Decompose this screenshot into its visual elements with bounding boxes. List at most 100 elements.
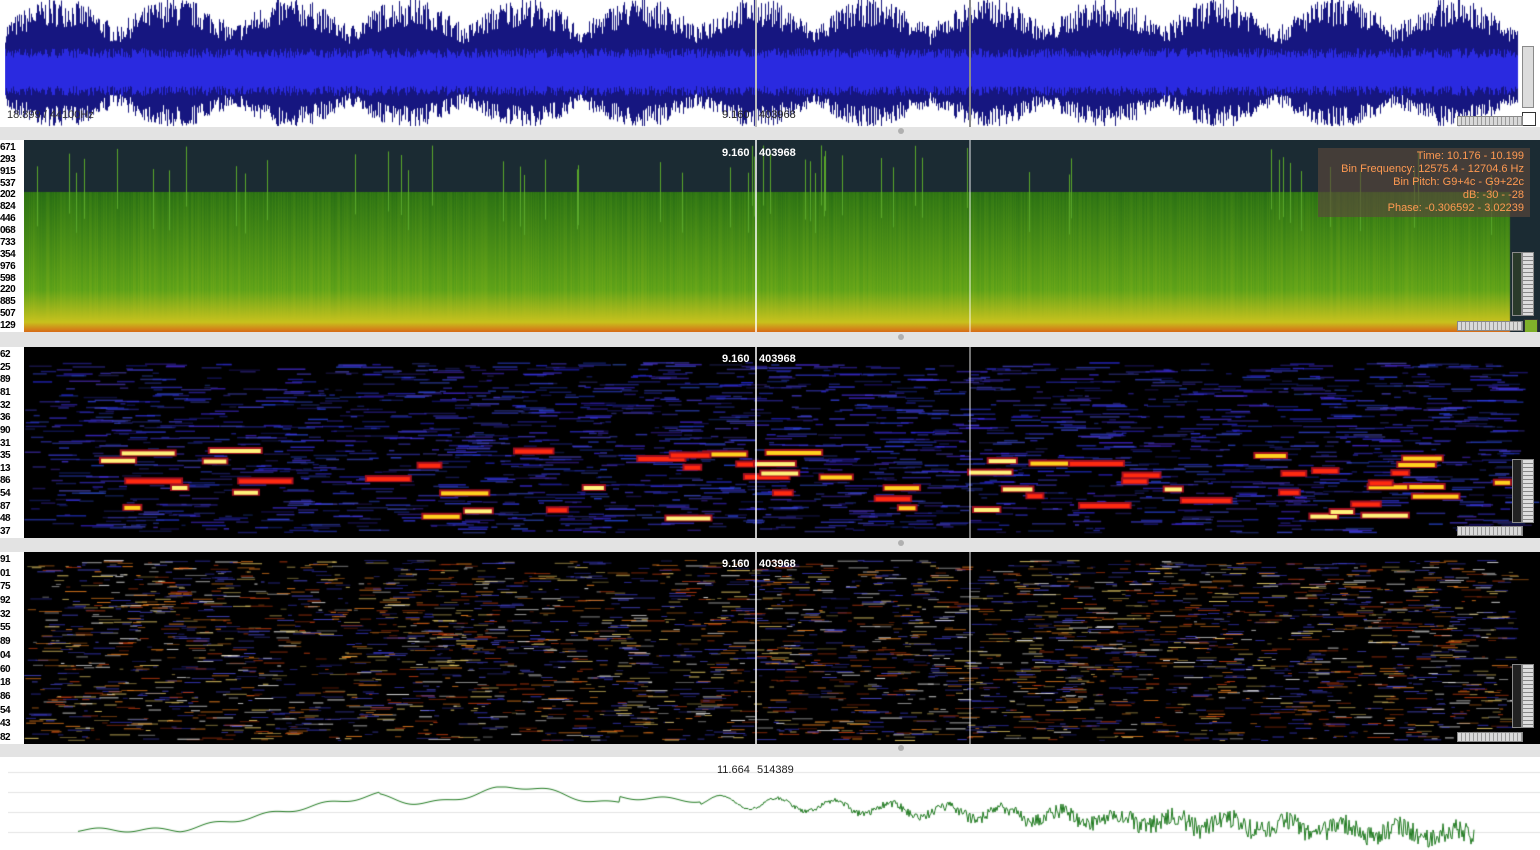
ruler-tick: 068 (0, 225, 16, 237)
waveform-pane[interactable]: 18.899 / 44100Hz 9.160 403968 (0, 0, 1540, 127)
playback-cursor (755, 347, 757, 538)
ruler-tick: 62 (0, 349, 11, 360)
ruler-tick: 36 (0, 412, 11, 424)
ruler-tick: 35 (0, 450, 11, 462)
ruler-tick: 885 (0, 296, 16, 308)
horizontal-zoom-thumbwheel[interactable] (1457, 321, 1523, 331)
ruler-tick: 48 (0, 513, 11, 525)
info-phase: Phase: -0.306592 - 3.02239 (1387, 202, 1524, 214)
horizontal-zoom-thumbwheel[interactable] (1457, 732, 1523, 742)
gain-thumbwheel[interactable] (1522, 252, 1534, 316)
zoom-reset-button[interactable] (1522, 112, 1536, 126)
selection-cursor (969, 552, 971, 744)
info-bin-frequency: Bin Frequency: 12575.4 - 12704.6 Hz (1341, 163, 1524, 175)
splitter-handle[interactable] (898, 745, 904, 751)
ruler-tick: 733 (0, 236, 16, 248)
ruler-tick: 537 (0, 177, 16, 189)
colour-scheme-button[interactable] (1524, 319, 1538, 332)
sample-rate-label: 18.899 / 44100Hz (7, 109, 94, 121)
melodic-spectrogram-canvas[interactable] (0, 347, 1540, 538)
peak-frequency-spectrogram-canvas[interactable] (0, 552, 1540, 744)
ruler-tick: 04 (0, 649, 11, 661)
measurement-info-box: Time: 10.176 - 10.199 Bin Frequency: 125… (1318, 148, 1530, 217)
ruler-tick: 32 (0, 608, 11, 620)
gain-thumbwheel[interactable] (1522, 664, 1534, 728)
ruler-tick: 60 (0, 663, 11, 675)
ruler-tick: 25 (0, 361, 11, 373)
spectrogram-canvas-1[interactable] (0, 140, 1540, 332)
cursor-time: 11.664 (717, 764, 750, 776)
ruler-tick: 43 (0, 718, 11, 730)
ruler-tick: 89 (0, 374, 11, 386)
cursor-frame: 403968 (759, 558, 796, 570)
vertical-zoom-slider[interactable] (1522, 46, 1534, 108)
ruler-tick: 82 (0, 732, 11, 743)
ruler-tick: 92 (0, 595, 11, 607)
gain-thumbwheel[interactable] (1522, 459, 1534, 523)
ruler-tick: 54 (0, 704, 11, 716)
cursor-frame: 403968 (759, 109, 796, 121)
ruler-tick: 220 (0, 284, 16, 296)
frequency-ruler-1: 671 293 915 537 202 824 446 068 733 354 976 598 220 8… (0, 140, 24, 332)
ruler-tick: 202 (0, 189, 16, 201)
ruler-tick: 824 (0, 201, 16, 213)
ruler-tick: 507 (0, 308, 16, 320)
ruler-tick: 87 (0, 500, 11, 512)
info-time: Time: 10.176 - 10.199 (1416, 150, 1524, 162)
ruler-tick: 81 (0, 386, 11, 398)
selection-cursor (969, 0, 971, 127)
spectrogram-pane-3[interactable]: 91 01 75 92 32 55 89 04 60 18 86 54 43 82 9.160 40396… (0, 552, 1540, 744)
ruler-tick: 354 (0, 248, 16, 260)
spectrum-ruler (0, 757, 8, 850)
playback-cursor (755, 0, 757, 127)
ruler-tick: 32 (0, 399, 11, 411)
ruler-tick: 129 (0, 320, 16, 331)
cursor-frame: 403968 (759, 353, 796, 365)
cursor-frame: 514389 (757, 764, 794, 776)
splitter-handle[interactable] (898, 334, 904, 340)
ruler-tick: 671 (0, 142, 16, 153)
info-db: dB: -30 - -28 (1462, 189, 1524, 201)
cursor-frame: 403968 (759, 147, 796, 159)
cursor-time: 9.160 (722, 558, 750, 570)
cursor-time: 9.160 (722, 147, 750, 159)
ruler-tick: 89 (0, 636, 11, 648)
selection-cursor (969, 347, 971, 538)
spectrum-pane[interactable]: 11.664 514389 (0, 757, 1540, 850)
vertical-zoom-slider[interactable] (1512, 252, 1522, 316)
playback-cursor (755, 140, 757, 332)
ruler-tick: 01 (0, 567, 11, 579)
cursor-time: 9.160 (722, 109, 750, 121)
waveform-canvas[interactable] (0, 0, 1540, 127)
spectrum-canvas[interactable] (0, 757, 1540, 850)
ruler-tick: 91 (0, 554, 11, 565)
ruler-tick: 915 (0, 165, 16, 177)
ruler-tick: 37 (0, 526, 11, 537)
splitter-handle[interactable] (898, 128, 904, 134)
vertical-zoom-slider[interactable] (1512, 459, 1522, 523)
frequency-ruler-2: 62 25 89 81 32 36 90 31 35 13 86 54 87 48 37 (0, 347, 24, 538)
pane-splitter[interactable] (0, 127, 1540, 140)
ruler-tick: 55 (0, 622, 11, 634)
frequency-ruler-3: 91 01 75 92 32 55 89 04 60 18 86 54 43 82 (0, 552, 24, 744)
horizontal-zoom-thumbwheel[interactable] (1457, 116, 1523, 126)
ruler-tick: 75 (0, 581, 11, 593)
spectrogram-pane-1[interactable]: 671 293 915 537 202 824 446 068 733 354 976 598 220 8… (0, 140, 1540, 332)
pane-splitter[interactable] (0, 538, 1540, 552)
info-bin-pitch: Bin Pitch: G9+4c - G9+22c (1393, 176, 1524, 188)
cursor-time: 9.160 (722, 353, 750, 365)
ruler-tick: 54 (0, 488, 11, 500)
pane-splitter[interactable] (0, 744, 1540, 757)
ruler-tick: 31 (0, 437, 11, 449)
ruler-tick: 18 (0, 677, 11, 689)
selection-cursor (969, 140, 971, 332)
spectrogram-pane-2[interactable]: 62 25 89 81 32 36 90 31 35 13 86 54 87 48 37 9.160 403… (0, 347, 1540, 538)
ruler-tick: 86 (0, 475, 11, 487)
playback-cursor (755, 552, 757, 744)
vertical-zoom-slider[interactable] (1512, 664, 1522, 728)
pane-splitter[interactable] (0, 332, 1540, 347)
splitter-handle[interactable] (898, 540, 904, 546)
horizontal-zoom-thumbwheel[interactable] (1457, 526, 1523, 536)
ruler-tick: 976 (0, 260, 16, 272)
ruler-tick: 598 (0, 272, 16, 284)
